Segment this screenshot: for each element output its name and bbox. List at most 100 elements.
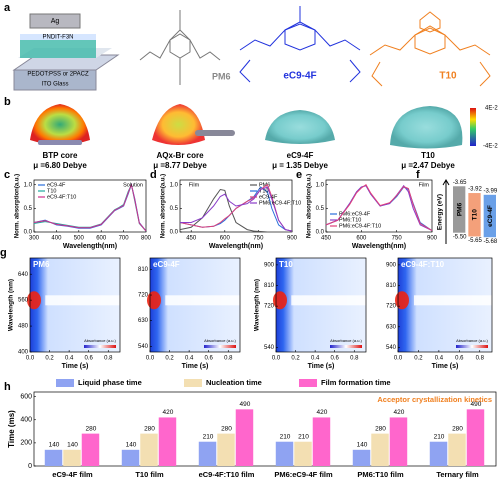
- x-tick-label: 800: [141, 236, 152, 242]
- series-line: [33, 182, 147, 232]
- x-tick-label: 0.2: [165, 356, 174, 362]
- heatmap-title: eC9-4F: [153, 260, 180, 269]
- legend-label: T10: [47, 188, 56, 194]
- x-tick-label: eC9-4F film: [52, 470, 93, 479]
- y-tick-label: 720: [264, 304, 275, 310]
- esp-name: AQx-Br core: [156, 151, 204, 160]
- bar-value-label: 280: [86, 425, 97, 432]
- bar: [312, 417, 331, 466]
- bar-value-label: 140: [49, 442, 60, 449]
- y-axis-label: Norm. absorption(a.u.): [307, 174, 313, 238]
- esp-dipole: μ = 1.35 Debye: [272, 161, 328, 170]
- colorbar-label: 4E-2: [485, 106, 498, 112]
- bar: [121, 449, 140, 466]
- y-tick-label: 0.0: [170, 230, 179, 236]
- heatmap-band: [413, 295, 492, 306]
- annotation: Film: [419, 182, 430, 188]
- layer-label: PNDIT-F3N: [42, 35, 73, 41]
- panel-label: b: [4, 96, 11, 108]
- legend-label: PM6:eC9-4F:T10: [339, 223, 381, 229]
- heatmap-title: eC9-4F:T10: [401, 260, 445, 269]
- bar-value-label: 280: [221, 425, 232, 432]
- bar-value-label: 420: [317, 409, 328, 416]
- colorbar-label: Absorbance (a.u.): [330, 338, 362, 343]
- x-tick-label: 0.6: [331, 356, 340, 362]
- y-tick-label: 900: [386, 262, 397, 268]
- bar-value-label: 280: [375, 425, 386, 432]
- bar-value-label: 140: [357, 442, 368, 449]
- bar-name: T10: [472, 209, 479, 221]
- bar: [294, 441, 312, 466]
- level-label: -3.92: [468, 187, 482, 193]
- x-tick-label: 500: [74, 236, 85, 242]
- panel-label: f: [416, 169, 420, 181]
- x-tick-label: 0.8: [104, 356, 113, 362]
- x-tick-label: 450: [321, 236, 332, 242]
- level-label: -5.68: [483, 239, 497, 245]
- bar: [44, 449, 63, 466]
- molecule-label: PM6: [212, 71, 231, 81]
- legend-label: Nucleation time: [206, 378, 262, 387]
- colorbar-label: Absorbance (a.u.): [204, 338, 236, 343]
- plot-frame: [179, 179, 293, 233]
- plot-frame: [33, 391, 497, 467]
- legend-label: eC9-4F: [47, 182, 66, 188]
- esp-dipole: μ =8.77 Debye: [153, 161, 207, 170]
- panel-label: a: [4, 2, 11, 14]
- y-axis-label: Energy (eV): [437, 194, 444, 230]
- legend-label: eC9-4F:T10: [47, 194, 76, 200]
- energy-bar: [453, 186, 466, 233]
- level-label: -5.50: [453, 234, 467, 240]
- bar: [158, 417, 177, 466]
- level-label: -3.99: [483, 188, 497, 194]
- annotation: Solution: [123, 182, 143, 188]
- y-tick-label: 900: [264, 262, 275, 268]
- annotation: Acceptor crystallization kinetics: [377, 395, 492, 404]
- panel-label: h: [4, 381, 11, 393]
- bar: [448, 433, 466, 466]
- y-tick-label: 720: [138, 293, 149, 299]
- heatmap-band: [165, 295, 240, 306]
- plot-frame: [149, 257, 241, 353]
- y-tick-label: 630: [138, 318, 149, 324]
- esp-name: eC9-4F: [287, 151, 314, 160]
- x-tick-label: 0.6: [85, 356, 94, 362]
- molecule-label: T10: [439, 71, 457, 82]
- series-line: [179, 183, 293, 232]
- y-tick-label: 810: [264, 283, 275, 289]
- bar-value-label: 280: [144, 425, 155, 432]
- bar: [140, 433, 158, 466]
- bar-name: eC9-4F: [487, 205, 494, 227]
- y-axis-label: Wavelength (nm): [8, 279, 15, 331]
- heatmap-hot: [147, 291, 161, 310]
- legend-swatch: [56, 379, 74, 387]
- x-tick-label: 0.6: [455, 356, 464, 362]
- legend-label: PM6: [259, 182, 270, 188]
- colorbar-label: Absorbance (a.u.): [84, 338, 116, 343]
- x-tick-label: 750: [253, 236, 264, 242]
- x-tick-label: PM6:eC9-4F film: [274, 470, 333, 479]
- layer-label: ITO Glass: [42, 82, 69, 88]
- legend-label: PM6:eC9-4F: [339, 211, 371, 217]
- level-label: -5.65: [468, 238, 482, 244]
- x-tick-label: 0.8: [224, 356, 233, 362]
- bar-value-label: 210: [203, 433, 214, 440]
- bar: [429, 441, 448, 466]
- legend-label: PM6:eC9-4F:T10: [259, 200, 301, 206]
- y-tick-label: 560: [18, 298, 29, 304]
- x-tick-label: 600: [220, 236, 231, 242]
- y-tick-label: 0: [28, 463, 32, 470]
- bar: [198, 441, 217, 466]
- y-tick-label: 1.0: [170, 182, 179, 188]
- x-tick-label: Ternary film: [436, 470, 479, 479]
- y-tick-label: 400: [20, 417, 32, 424]
- y-axis-label: Wavelength (nm): [254, 279, 261, 331]
- annotation: Film: [189, 182, 200, 188]
- x-tick-label: 0.4: [311, 356, 320, 362]
- y-tick-label: 540: [138, 344, 149, 350]
- energy-bar: [483, 194, 496, 238]
- x-tick-label: 0.6: [205, 356, 214, 362]
- x-tick-label: 750: [392, 236, 403, 242]
- bar: [466, 409, 485, 466]
- bar: [235, 409, 254, 466]
